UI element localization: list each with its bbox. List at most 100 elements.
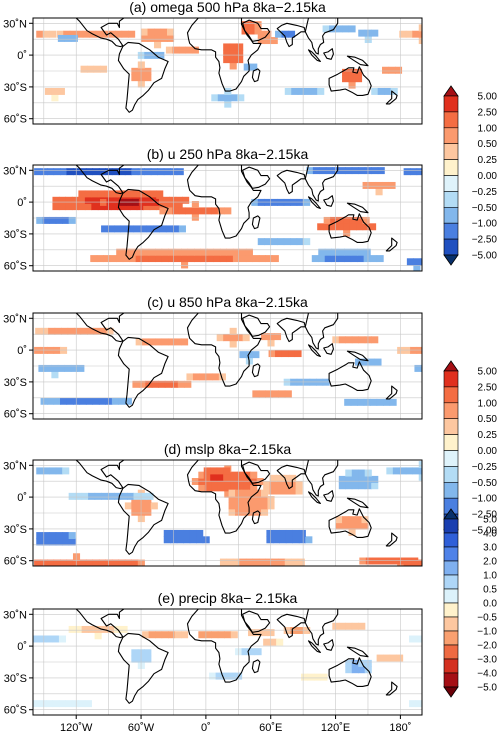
field-cell [33, 635, 41, 643]
lat-tick-label: 30˚S [4, 82, 27, 94]
field-cell [288, 30, 296, 38]
field-cell [73, 566, 80, 573]
field-cell [71, 203, 79, 211]
field-cell [289, 474, 297, 482]
field-cell [342, 75, 350, 83]
field-cell [181, 631, 189, 639]
field-cell [198, 631, 206, 639]
field-cell [98, 559, 106, 566]
field-cell [96, 255, 104, 263]
colorbar-label: 3.0 [483, 543, 497, 554]
coastline-sumatra [307, 196, 321, 210]
coastline-borneo [323, 48, 334, 60]
field-cell [178, 46, 186, 54]
lat-tick-label: 0˚ [17, 197, 27, 209]
field-cell [163, 168, 171, 176]
field-cell [223, 56, 231, 64]
field-cell [389, 398, 397, 406]
field-cell [191, 207, 199, 215]
field-cell [55, 216, 63, 224]
field-cell [94, 625, 102, 633]
coastline-sumatra [307, 491, 321, 505]
field-cell [58, 203, 67, 211]
gridlines [33, 18, 422, 124]
field-cell [48, 327, 56, 335]
field-cell [276, 638, 284, 646]
coastline-arabia [242, 610, 271, 633]
coastlines [75, 165, 418, 260]
field-cell [171, 380, 179, 388]
field-cell [103, 255, 111, 263]
field-cell [111, 168, 119, 176]
coastline-se-asia [304, 609, 339, 646]
field-cell [164, 380, 172, 388]
field-cell [282, 481, 290, 489]
field-cell [248, 21, 256, 29]
field-cell [213, 255, 221, 263]
field-cell [241, 21, 249, 29]
field-cell [166, 28, 175, 36]
lat-tick-label: 60˚S [4, 705, 27, 717]
field-cell [97, 203, 105, 211]
field-cell [399, 30, 407, 38]
coastline-north-america [75, 609, 418, 639]
field-cell [128, 30, 136, 38]
field-cell [139, 492, 148, 500]
map-frame [32, 17, 423, 125]
field-cell [291, 558, 299, 566]
field-cell [388, 181, 396, 189]
colorbar-label: 4.0 [483, 529, 497, 540]
coastline-south-america [117, 483, 169, 555]
field-cell [39, 700, 47, 708]
coastline-africa [186, 165, 262, 239]
field-cell [224, 94, 232, 102]
field-cell [241, 496, 249, 503]
field-cell [228, 489, 236, 497]
field-cell [150, 502, 158, 510]
field-cell [172, 46, 180, 54]
field-cell [418, 30, 422, 38]
field-cell [371, 336, 379, 344]
field-cell [298, 536, 306, 544]
field-cell [147, 28, 155, 36]
field-cell [174, 338, 182, 346]
field-cell [189, 529, 197, 537]
field-cell [254, 629, 262, 637]
field-cell [271, 255, 279, 263]
field-cell [135, 338, 143, 346]
field-cell [130, 203, 138, 211]
field-cell [223, 467, 231, 475]
coastline-borneo [323, 490, 334, 502]
field-cell [84, 196, 92, 204]
field-cell [176, 529, 184, 537]
field-cell [107, 225, 115, 233]
field-cell [70, 364, 78, 372]
field-cell [276, 487, 284, 495]
field-cell [337, 248, 345, 256]
field-cell [64, 34, 72, 42]
field-cell [245, 255, 253, 263]
field-cell [183, 529, 191, 537]
field-cell [270, 238, 278, 246]
field-cell [304, 87, 312, 95]
field-cell [156, 196, 164, 204]
colorbar-swatch [443, 644, 459, 660]
coastline-australia [328, 508, 372, 538]
field-cell [92, 559, 100, 566]
field-cell [351, 482, 359, 490]
coastline-arabia [242, 166, 271, 189]
field-cell [376, 255, 384, 263]
field-cell [78, 203, 86, 211]
field-cell [285, 529, 293, 537]
field-cell [132, 380, 140, 388]
field-cell [348, 25, 356, 33]
field-cell [403, 168, 411, 176]
field-cell [68, 538, 76, 546]
field-cell [219, 248, 228, 256]
field-cell [348, 522, 356, 530]
field-cell [36, 467, 44, 475]
field-cell [168, 338, 176, 346]
coastline-south-america [117, 336, 169, 408]
field-cell [219, 255, 228, 263]
field-cell [120, 492, 128, 500]
